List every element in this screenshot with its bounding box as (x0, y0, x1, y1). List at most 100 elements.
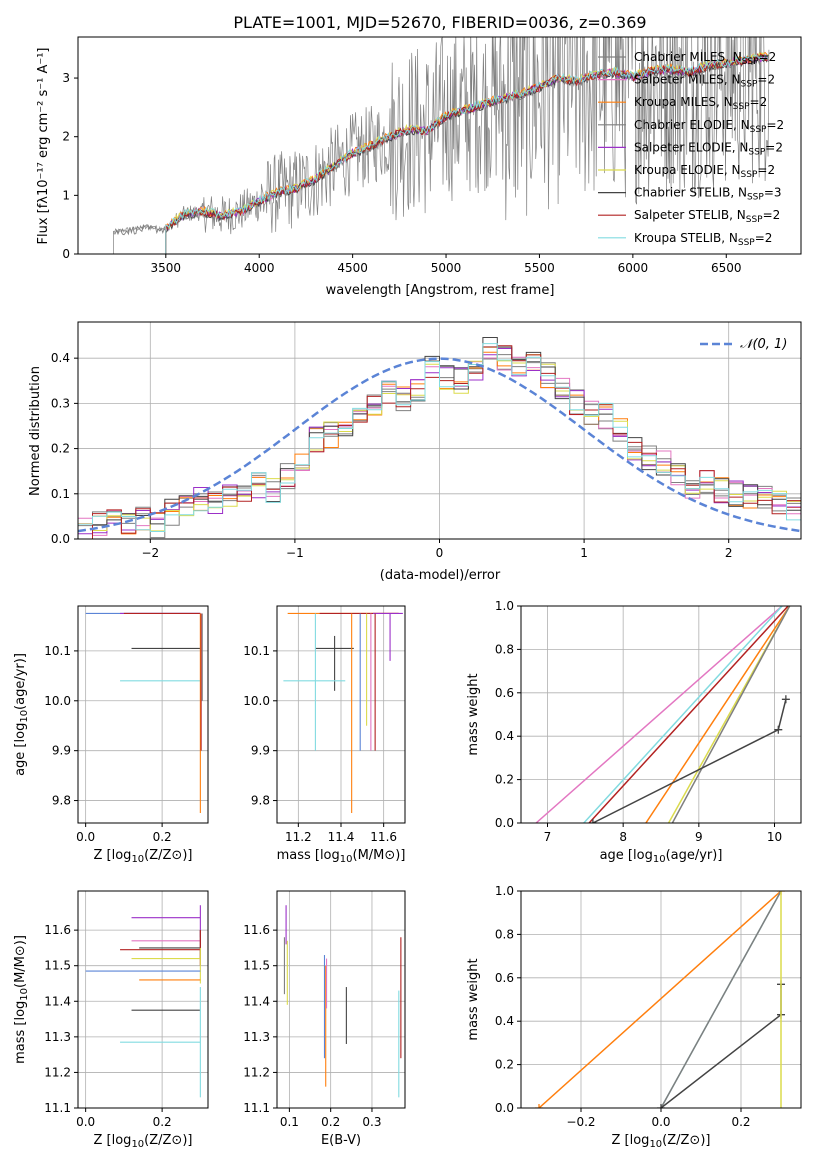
age_vs_mass-marks (283, 612, 403, 814)
normal-curve (78, 357, 801, 533)
weight_vs_Z-y-tick-label: 1.0 (495, 884, 514, 898)
legend-suffix: =3 (764, 186, 782, 200)
age_vs_Z-y-tick-label: 10.1 (44, 644, 71, 658)
residuals-y-label: Normed distribution (28, 366, 43, 496)
residuals-plot-area (78, 337, 801, 539)
age_vs_Z-y-label-post: (age/yr)] (13, 653, 28, 710)
legend-name: Kroupa MILES, N (634, 95, 733, 109)
age_vs_Z-x-label-pre: Z [log (94, 848, 132, 863)
weight_vs_age-marker-6-2 (781, 695, 790, 704)
weight_vs_age-line-6 (592, 699, 787, 823)
legend-suffix: =2 (759, 50, 777, 64)
mass_vs_Z-frame (77, 890, 209, 1109)
weight_vs_Z-x-label-sub: 10 (649, 1139, 662, 1150)
spectrum-axes: 3500 4000 4500 5000 5500 6000 6500 0 1 2 3 (62, 71, 741, 275)
weight_vs_Z-line-2 (660, 891, 782, 1108)
age_vs_Z-y-label-sub: 10 (19, 710, 30, 723)
weight_vs_age-y-label: mass weight (466, 673, 481, 755)
mass_vs_ebv-y-tick-label: 11.1 (243, 1101, 270, 1115)
weight_vs_Z-frame (520, 890, 802, 1109)
mass_vs_Z-y-tick-label: 11.5 (44, 959, 71, 973)
age_vs_Z-y-tick-label: 9.8 (52, 794, 71, 808)
residuals-x-tick-label: 1 (580, 546, 588, 560)
legend-suffix: =2 (757, 73, 775, 87)
weight_vs_age-y-tick-label: 0.2 (495, 773, 514, 787)
weight_vs_Z-y-tick-label: 0.4 (495, 1014, 514, 1028)
age_vs_Z-y-label: age [log10(age/yr)] (13, 653, 30, 776)
weight_vs_Z-y-tick-label: 0.0 (495, 1101, 514, 1115)
legend-label-6: Chabrier STELIB, NSSP=3 (634, 186, 782, 203)
weight_vs_Z-marks (535, 891, 785, 1108)
weight_vs_age-x-label: age [log10(age/yr)] (600, 848, 723, 865)
mass_vs_Z-y-label-sub: 10 (19, 988, 30, 1001)
weight_vs_Z-y-tick-label: 0.6 (495, 971, 514, 985)
spectrum-y-label: Flux [fλ10⁻¹⁷ erg cm⁻² s⁻¹ A⁻¹] (36, 48, 51, 245)
mass_vs_Z-y-tick-label: 11.4 (44, 994, 71, 1008)
weight_vs_age-line-2 (588, 606, 789, 823)
legend-suffix: =2 (765, 140, 783, 154)
weight_vs_age-x-label-pre: age [log (600, 848, 653, 863)
mass_vs_ebv-y-tick-label: 11.2 (243, 1065, 270, 1079)
mass_vs_ebv-panel: 0.1 0.2 0.3 11.1 11.2 11.3 11.4 11.5 11.6 E(B-V) (243, 890, 406, 1148)
mass_vs_Z-x-label-post: (Z/Z⊙)] (144, 1133, 192, 1148)
residuals-x-tick-label: −2 (141, 546, 159, 560)
weight_vs_age-line-1 (583, 606, 783, 823)
weight_vs_age-y-tick-label: 1.0 (495, 599, 514, 613)
legend-label-8: Kroupa STELIB, NSSP=2 (634, 231, 772, 248)
mass_vs_Z-x-tick-label: 0.0 (76, 1115, 95, 1129)
weight_vs_Z-line-0 (538, 891, 782, 1108)
legend-label-0: Chabrier MILES, NSSP=2 (634, 50, 776, 67)
age_vs_mass-x-tick-label: 11.6 (370, 830, 397, 844)
spectrum-x-tick-label: 4500 (337, 261, 368, 275)
age_vs_Z-panel: 0.0 0.29.89.910.010.1Z [log10(Z/Z⊙)]age [… (13, 605, 209, 865)
legend-label-4: Salpeter ELODIE, NSSP=2 (634, 140, 783, 157)
residuals-legend: 𝒩(0, 1) (700, 337, 787, 352)
weight_vs_age-x-label-sub: 10 (653, 854, 666, 865)
spectrum-y-tick-label: 1 (62, 188, 70, 202)
mass_vs_Z-panel: 0.0 0.211.111.211.311.411.511.6Z [log10(Z… (13, 890, 209, 1150)
mass_vs_Z-x-label: Z [log10(Z/Z⊙)] (94, 1133, 193, 1150)
age_vs_Z-y-tick-label: 10.0 (44, 694, 71, 708)
residuals-x-tick-label: 0 (436, 546, 444, 560)
legend-name: Kroupa ELODIE, N (634, 163, 741, 177)
age_vs_mass-y-tick-label: 9.8 (251, 794, 270, 808)
spectrum-x-tick-label: 6000 (618, 261, 649, 275)
age_vs_mass-x-label-post: (M/M⊙)] (353, 848, 406, 863)
legend-sub: SSP (746, 215, 763, 225)
weight_vs_Z-y-tick-label: 0.8 (495, 927, 514, 941)
legend-sub: SSP (741, 170, 758, 180)
mass_vs_ebv-y-tick-label: 11.3 (243, 1030, 270, 1044)
weight_vs_Z-panel: −0.2 0.0 0.2 0.0 0.2 0.4 0.6 0.8 1.0 Z [log10(Z/Z… (466, 884, 802, 1150)
residuals-panel: −2 −1 0 1 2 0.0 0.1 0.2 0.3 0.4 𝒩(0, 1) (data-mod… (28, 321, 802, 583)
legend-name: Chabrier ELODIE, N (634, 118, 750, 132)
weight_vs_age-x-tick-label: 10 (767, 830, 782, 844)
mass_vs_ebv-y-tick-label: 11.4 (243, 994, 270, 1008)
mass_vs_ebv-frame (276, 890, 406, 1109)
age_vs_mass-frame (276, 605, 406, 824)
age_vs_mass-x-tick-label: 11.4 (328, 830, 355, 844)
age_vs_mass-x-tick-label: 11.2 (285, 830, 312, 844)
mass_vs_ebv-x-tick-label: 0.1 (280, 1115, 299, 1129)
spectrum-x-tick-label: 5000 (431, 261, 462, 275)
mass_vs_Z-y-tick-label: 11.1 (44, 1101, 71, 1115)
weight_vs_age-x-tick-label: 8 (619, 830, 627, 844)
legend-name: Chabrier STELIB, N (634, 186, 747, 200)
age_vs_Z-x-label-post: (Z/Z⊙)] (144, 848, 192, 863)
age_vs_Z-x-tick-label: 0.2 (153, 830, 172, 844)
spectrum-frame (77, 36, 802, 255)
age_vs_mass-y-tick-label: 10.0 (243, 694, 270, 708)
legend-sub: SSP (748, 147, 765, 157)
weight_vs_Z-x-tick-label: −0.2 (566, 1115, 595, 1129)
residuals-grid (78, 322, 801, 540)
legend-name: Chabrier MILES, N (634, 50, 742, 64)
spectrum-x-label: wavelength [Angstrom, rest frame] (326, 283, 555, 298)
residual-histogram-chabrier_stelib (78, 337, 801, 539)
weight_vs_Z-x-tick-label: 0.0 (651, 1115, 670, 1129)
mass_vs_Z-x-label-sub: 10 (131, 1139, 144, 1150)
spectrum-x-tick-label: 3500 (151, 261, 182, 275)
weight_vs_age-frame (520, 605, 802, 824)
legend-suffix: =2 (755, 231, 773, 245)
weight_vs_Z-line-3 (660, 984, 782, 1108)
weight_vs_Z-marker-0-0 (535, 1104, 543, 1108)
